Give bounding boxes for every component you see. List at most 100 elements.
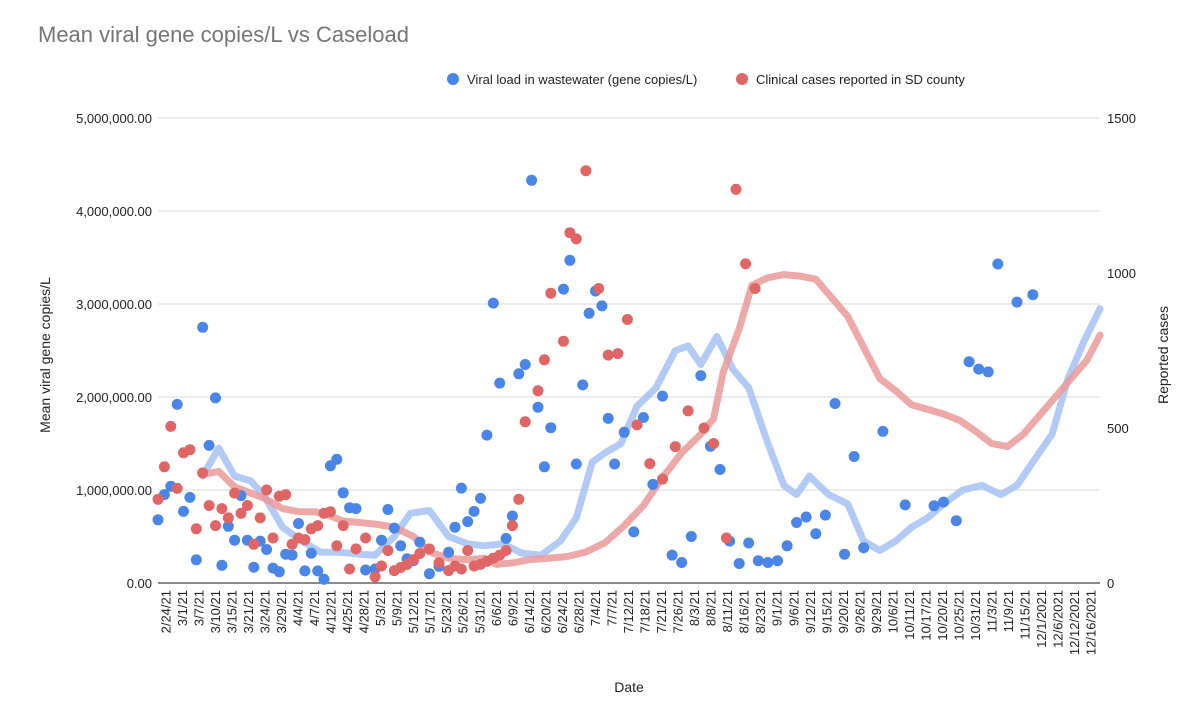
data-point-cases [513,493,525,505]
data-point-cases [241,500,253,511]
data-point-viral [152,514,164,526]
data-point-viral [609,458,621,470]
data-point-viral [685,531,697,542]
data-point-cases [280,489,292,501]
data-point-viral [781,540,793,552]
legend-label-viral: Viral load in wastewater (gene copies/L) [467,72,697,87]
legend-marker-cases [736,73,748,85]
data-point-viral [647,478,659,490]
data-point-viral [743,537,755,549]
data-point-viral [248,561,260,573]
data-point-cases [545,287,557,299]
x-tick-label: 3/1/21 [175,590,190,626]
data-point-viral [800,511,812,523]
data-point-viral [462,516,474,528]
data-point-viral [819,509,831,521]
data-point-viral [210,392,221,404]
x-tick-label: 4/25/21 [340,590,355,633]
data-point-cases [337,520,349,532]
x-tick-label: 3/29/21 [274,590,289,633]
data-point-cases [152,493,164,505]
x-tick-label: 10/11/21 [902,590,917,640]
data-point-viral [229,534,241,546]
data-point-cases [235,507,247,519]
y-left-tick-label: 0.00 [127,576,152,591]
data-point-viral [577,379,589,391]
data-point-cases [740,258,752,270]
data-point-cases [423,543,435,555]
x-tick-label: 9/15/21 [819,590,834,633]
x-tick-label: 12/6/2021 [1051,590,1066,648]
y-axis-left-title: Mean viral gene copies/L [37,277,53,433]
data-point-viral [513,368,525,380]
chart-title: Mean viral gene copies/L vs Caseload [38,22,409,47]
y-right-tick-label: 1500 [1107,111,1136,126]
data-point-viral [545,422,557,434]
data-point-cases [462,545,474,556]
x-tick-label: 9/29/21 [869,590,884,633]
data-point-cases [506,520,518,532]
data-point-viral [583,307,595,319]
x-tick-label: 10/20/21 [935,590,950,641]
x-tick-label: 7/7/21 [604,590,619,626]
x-tick-label: 8/23/21 [753,590,768,633]
y-axis-right-title: Reported cases [1155,306,1171,404]
data-point-cases [216,503,228,515]
data-point-viral [273,566,285,578]
data-point-viral [449,521,461,533]
data-point-viral [190,554,202,566]
data-point-viral [305,547,317,559]
data-point-viral [286,549,298,561]
data-point-viral [526,174,538,186]
data-point-viral [848,451,860,462]
data-point-cases [376,560,387,572]
x-tick-label: 11/3/21 [985,590,1000,632]
data-point-cases [312,520,324,532]
data-point-viral [676,557,688,568]
data-point-cases [698,422,710,434]
data-point-cases [730,183,742,195]
data-point-cases [158,461,170,473]
data-point-cases [532,385,544,397]
data-point-viral [500,532,512,544]
data-point-viral [928,500,940,512]
data-point-viral [443,546,455,558]
data-point-cases [720,532,732,544]
data-point-cases [382,545,394,556]
data-point-viral [666,549,678,561]
x-tick-label: 9/6/21 [786,590,801,626]
data-point-viral [564,254,576,266]
x-tick-label: 9/12/21 [803,590,818,633]
x-tick-label: 8/3/21 [687,590,702,626]
data-point-viral [810,528,822,540]
data-point-viral [532,401,544,413]
y-left-tick-label: 2,000,000.00 [76,390,152,405]
data-point-viral [455,482,467,494]
data-point-cases [631,419,643,431]
data-point-viral [203,439,215,451]
data-point-cases [369,571,381,583]
data-point-viral [714,464,726,475]
y-right-tick-label: 1000 [1107,266,1136,281]
data-point-viral [293,518,304,529]
data-point-viral [982,366,994,378]
data-point-viral [171,398,183,410]
data-point-cases [360,532,372,544]
x-tick-label: 8/16/21 [737,590,752,633]
data-point-cases [538,354,550,366]
y-axis-right-ticks: 0 500 1000 1500 [1107,111,1136,591]
data-point-cases [229,487,241,499]
x-tick-label: 4/12/21 [324,590,339,633]
x-tick-label: 5/26/21 [456,590,471,633]
data-point-viral [382,504,394,515]
data-point-viral [184,491,196,503]
x-tick-label: 9/1/21 [770,590,785,626]
data-point-viral [762,557,774,568]
data-point-viral [197,321,209,333]
data-point-viral [538,461,550,473]
data-point-viral [877,425,889,437]
x-tick-label: 5/17/21 [423,590,438,633]
data-point-cases [570,233,582,245]
data-point-viral [481,429,493,441]
x-tick-label: 5/31/21 [472,590,487,633]
